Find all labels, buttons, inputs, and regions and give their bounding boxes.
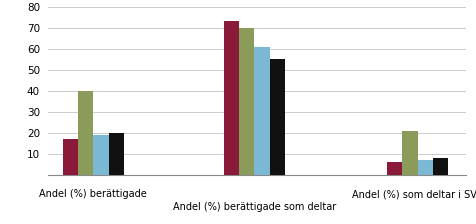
Text: Andel (%) som deltar i SVA: Andel (%) som deltar i SVA — [352, 190, 476, 199]
Text: Andel (%) berättigade som deltar: Andel (%) berättigade som deltar — [173, 202, 336, 212]
Bar — [269, 59, 285, 175]
Text: Andel (%) berättigade: Andel (%) berättigade — [40, 190, 147, 199]
Bar — [78, 91, 93, 175]
Bar — [402, 131, 417, 175]
Bar — [109, 133, 124, 175]
Bar — [239, 28, 254, 175]
Bar — [224, 22, 239, 175]
Bar — [417, 160, 433, 175]
Bar — [433, 158, 448, 175]
Bar — [93, 135, 109, 175]
Bar — [254, 47, 269, 175]
Bar — [63, 139, 78, 175]
Bar — [387, 162, 402, 175]
